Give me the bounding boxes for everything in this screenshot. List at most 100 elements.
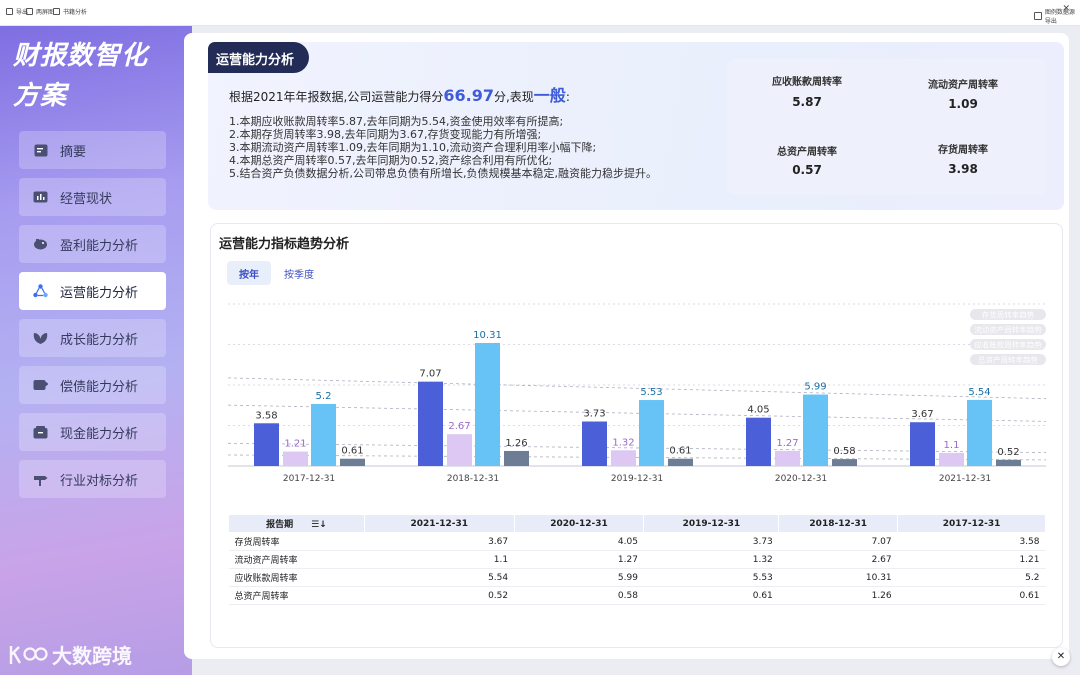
bar-current-assets-1[interactable] (447, 434, 472, 466)
data-label-inventory-1: 7.07 (419, 369, 441, 380)
sidebar-item-operation-ability[interactable]: 运营能力分析 (19, 272, 166, 310)
tab-by-year[interactable]: 按年 (227, 261, 271, 285)
data-label-current-assets-0: 1.21 (284, 439, 306, 450)
ratio-table: 报告期 ☰↓ 2021-12-31 2020-12-31 2019-12-31 2… (228, 514, 1046, 605)
window-close-icon[interactable]: ✕ (1062, 4, 1070, 14)
bar-total-assets-4[interactable] (996, 459, 1021, 466)
data-label-receivables-2: 5.53 (640, 387, 662, 398)
legend-pill-total-assets[interactable] (970, 354, 1046, 365)
bar-inventory-3[interactable] (746, 417, 771, 466)
table-cell: 3.67 (364, 532, 515, 551)
book-analysis-button[interactable]: 书籍分析 (53, 7, 87, 16)
kpi-current-assets-label: 流动资产周转率 (928, 80, 998, 91)
data-label-total-assets-0: 0.61 (341, 446, 363, 457)
table-cell: 1.26 (778, 586, 898, 605)
table-cell: 1.1 (364, 550, 515, 569)
table-cell: 3.73 (643, 532, 779, 551)
bar-total-assets-0[interactable] (340, 458, 365, 466)
summary-bullet: 2.本期存货周转率3.98,去年同期为3.67,存货变现能力有所增强; (229, 128, 542, 141)
table-cell: 1.27 (514, 550, 644, 569)
data-label-total-assets-3: 0.58 (833, 446, 855, 457)
cash-icon (33, 425, 48, 439)
table-cell: 0.61 (897, 586, 1046, 605)
data-label-current-assets-4: 1.1 (944, 440, 960, 451)
data-label-receivables-3: 5.99 (804, 382, 826, 393)
bar-inventory-1[interactable] (418, 381, 443, 466)
trendline-receivables (227, 377, 1047, 400)
table-header-period[interactable]: 报告期 ☰↓ (228, 514, 365, 533)
bar-inventory-0[interactable] (254, 423, 279, 466)
bar-inventory-2[interactable] (582, 421, 607, 466)
split-view-button[interactable]: 两屏图 (26, 7, 54, 16)
trendline-inventory (227, 404, 1047, 422)
bar-total-assets-2[interactable] (668, 458, 693, 466)
legend-label-inventory: 存货周转率趋势 (982, 310, 1035, 320)
bar-receivables-3[interactable] (803, 394, 828, 466)
data-label-current-assets-3: 1.27 (776, 438, 798, 449)
data-label-receivables-1: 10.31 (473, 330, 502, 341)
table-cell: 5.54 (364, 568, 515, 587)
book-analysis-icon (53, 8, 60, 15)
bar-current-assets-3[interactable] (775, 450, 800, 466)
bar-total-assets-1[interactable] (504, 450, 529, 466)
legend-pill-inventory[interactable] (970, 309, 1046, 320)
bar-current-assets-2[interactable] (611, 450, 636, 466)
table-header-col: 2017-12-31 (897, 514, 1046, 533)
kpi-inventory-value: 3.98 (948, 162, 978, 176)
tab-by-quarter[interactable]: 按季度 (284, 269, 314, 281)
brand-logo-icon (9, 645, 48, 664)
sidebar-item-operation-status[interactable]: 经营现状 (19, 178, 166, 216)
bar-receivables-0[interactable] (311, 403, 336, 466)
sidebar: 财报数智化 方案 摘要 经营现状 盈利能力分析 运营能力分析 成长能力分析 (0, 26, 192, 675)
legend-pill-current-assets[interactable] (970, 324, 1046, 335)
bar-receivables-2[interactable] (639, 400, 664, 466)
x-tick-label-4: 2021-12-31 (939, 474, 991, 484)
data-label-inventory-4: 3.67 (911, 409, 933, 420)
legend-label-receivables: 应收账款周转率趋势 (974, 340, 1042, 350)
sidebar-item-growth[interactable]: 成长能力分析 (19, 319, 166, 357)
sidebar-item-profit[interactable]: 盈利能力分析 (19, 225, 166, 263)
table-cell: 3.58 (897, 532, 1046, 551)
sidebar-item-summary[interactable]: 摘要 (19, 131, 166, 169)
bar-current-assets-4[interactable] (939, 452, 964, 466)
bar-inventory-4[interactable] (910, 422, 935, 466)
sidebar-item-debt[interactable]: 偿债能力分析 (19, 366, 166, 404)
export-button[interactable]: 导出 (6, 7, 28, 16)
row-name: 总资产周转率 (228, 586, 365, 605)
table-row: 总资产周转率 0.52 0.58 0.61 1.26 0.61 (228, 586, 1046, 605)
operation-ability-icon (33, 284, 48, 298)
table-header-col: 2020-12-31 (513, 514, 645, 533)
x-tick-label-0: 2017-12-31 (283, 474, 335, 484)
data-label-total-assets-4: 0.52 (997, 447, 1019, 458)
sort-icon[interactable]: ☰↓ (311, 520, 327, 530)
trendline-current-assets (227, 442, 1047, 453)
data-label-receivables-0: 5.2 (316, 391, 332, 402)
legend-export-button[interactable]: 图例数据源导出 (1034, 7, 1080, 25)
table-header-col: 2019-12-31 (643, 514, 780, 533)
bar-receivables-4[interactable] (967, 399, 992, 466)
table-cell: 5.53 (643, 568, 779, 587)
summary-icon (33, 144, 48, 157)
table-cell: 0.58 (514, 586, 644, 605)
x-tick-label-2: 2019-12-31 (611, 474, 663, 484)
legend-export-icon (1034, 12, 1042, 20)
bar-receivables-1[interactable] (475, 343, 500, 466)
sidebar-item-benchmark[interactable]: 行业对标分析 (19, 460, 166, 498)
bar-current-assets-0[interactable] (283, 451, 308, 466)
summary-bullet: 5.结合资产负债数据分析,公司带息负债有所增长,负债规模基本稳定,融资能力稳步提… (229, 167, 657, 180)
table-header-col: 2021-12-31 (363, 514, 515, 533)
table-cell: 4.05 (514, 532, 644, 551)
sidebar-item-cash[interactable]: 现金能力分析 (19, 413, 166, 451)
table-cell: 0.52 (364, 586, 515, 605)
kpi-panel: 应收账款周转率 5.87 流动资产周转率 1.09 总资产周转率 0.57 存货… (727, 59, 1047, 195)
bar-total-assets-3[interactable] (832, 459, 857, 466)
legend-pill-receivables[interactable] (970, 339, 1046, 350)
operation-score: 66.97 (443, 86, 494, 105)
kpi-receivables-value: 5.87 (792, 95, 822, 109)
operation-status-icon (33, 191, 48, 204)
row-name: 存货周转率 (228, 532, 365, 551)
data-label-current-assets-2: 1.32 (612, 437, 634, 448)
summary-tab: 运营能力分析 (208, 42, 309, 73)
close-icon[interactable]: ✕ (1052, 648, 1070, 666)
table-cell: 10.31 (778, 568, 898, 587)
